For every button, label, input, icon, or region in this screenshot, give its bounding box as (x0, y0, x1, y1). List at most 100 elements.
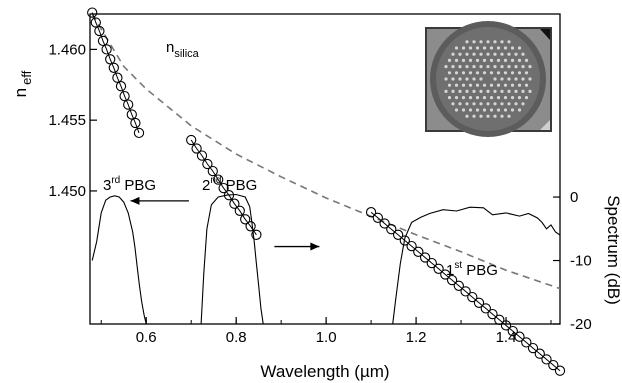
inset-hole (500, 40, 504, 44)
inset-hole (517, 96, 522, 100)
inset-hole (510, 71, 515, 75)
neff-point (365, 207, 377, 218)
inset-hole (486, 65, 490, 69)
neff-point (97, 35, 109, 47)
neff-point (467, 291, 478, 303)
neff-point (130, 117, 141, 129)
inset-hole (479, 77, 483, 81)
neff-point (554, 365, 566, 376)
inset-hole (482, 108, 487, 112)
inset-hole (479, 40, 483, 44)
inset-hole (479, 52, 483, 56)
inset-hole (475, 96, 480, 100)
x-tick-label: 1.2 (406, 329, 427, 346)
x-axis-title: Wavelength (µm) (260, 362, 389, 381)
inset-hole (465, 40, 469, 44)
inset-hole (461, 46, 466, 50)
inset-hole (482, 83, 487, 87)
neff-point (406, 240, 417, 252)
inset-hole (514, 52, 518, 56)
neff-point (240, 214, 251, 225)
inset-hole (451, 65, 455, 69)
inset-hole (507, 89, 511, 93)
inset-hole (517, 108, 522, 112)
inset-hole (486, 102, 490, 106)
neff-point (507, 325, 518, 337)
inset-hole (514, 65, 518, 69)
inset-hole (482, 58, 487, 63)
neff-point (527, 342, 539, 354)
inset-hole (524, 83, 529, 87)
inset-hole (503, 83, 508, 87)
inset-hole (496, 71, 501, 75)
neff-point (105, 54, 116, 65)
inset-hole (454, 108, 459, 112)
neff-line-2 (190, 139, 257, 236)
inset-hole (493, 77, 497, 81)
y-left-tick-label: 1.460 (48, 41, 86, 58)
neff-point (534, 348, 545, 359)
neff-point (453, 280, 464, 291)
inset-hole (496, 58, 501, 63)
inset-hole (468, 58, 473, 63)
neff-point (115, 81, 127, 92)
inset-hole (465, 77, 469, 81)
inset-hole (493, 102, 497, 106)
neff-point (494, 314, 505, 325)
y-left-tick-label: 1.455 (48, 112, 86, 129)
inset-hole (447, 58, 452, 63)
neff-point (112, 72, 123, 83)
inset-hole (510, 46, 515, 50)
inset-hole (461, 96, 466, 100)
inset-hole (521, 102, 525, 106)
inset-hole (461, 83, 466, 87)
y-right-tick-label: -20 (570, 316, 592, 333)
inset-hole (447, 96, 452, 100)
neff-point (119, 90, 130, 102)
neff-point (426, 257, 437, 269)
inset-hole (503, 71, 508, 75)
inset-hole (458, 89, 462, 93)
neff-point (473, 297, 485, 308)
neff-point (108, 62, 119, 73)
inset-hole (472, 114, 476, 118)
n-silica-sub: silica (174, 48, 199, 60)
inset-hole (496, 108, 501, 112)
inset-micrograph (425, 21, 552, 137)
inset-hole (507, 40, 511, 44)
inset-hole (489, 96, 494, 100)
inset-hole (521, 89, 525, 93)
neff-line-1 (91, 12, 140, 134)
inset-hole (514, 102, 518, 106)
inset-hole (447, 71, 452, 75)
neff-point (207, 165, 218, 177)
x-tick-label: 0.8 (226, 329, 247, 346)
inset-hole (503, 46, 508, 50)
neff-point (202, 158, 213, 170)
inset-hole (451, 89, 455, 93)
inset-hole (468, 46, 473, 50)
inset-hole (489, 46, 494, 50)
n-silica-main: n (166, 39, 174, 56)
inset-hole (454, 71, 459, 75)
inset-hole (465, 52, 469, 56)
inset-hole (444, 77, 448, 81)
inset-hole (517, 46, 522, 50)
neff-point (90, 17, 101, 28)
y-right-tick-label: 0 (570, 189, 578, 206)
neff-point (372, 212, 383, 223)
spectrum-trace-2 (200, 193, 264, 325)
inset-hole (475, 58, 480, 63)
inset-hole (503, 58, 508, 63)
inset-hole (458, 102, 462, 106)
annotation-3rd-pbg: 3rd PBG (103, 175, 156, 194)
inset-hole (468, 71, 473, 75)
neff-point (94, 25, 105, 37)
inset-hole (486, 114, 490, 118)
inset-hole (461, 58, 466, 63)
inset-hole (472, 52, 476, 56)
inset-hole (489, 58, 494, 63)
inset-hole (507, 77, 511, 81)
neff-point (87, 7, 98, 18)
neff-point (213, 174, 224, 185)
